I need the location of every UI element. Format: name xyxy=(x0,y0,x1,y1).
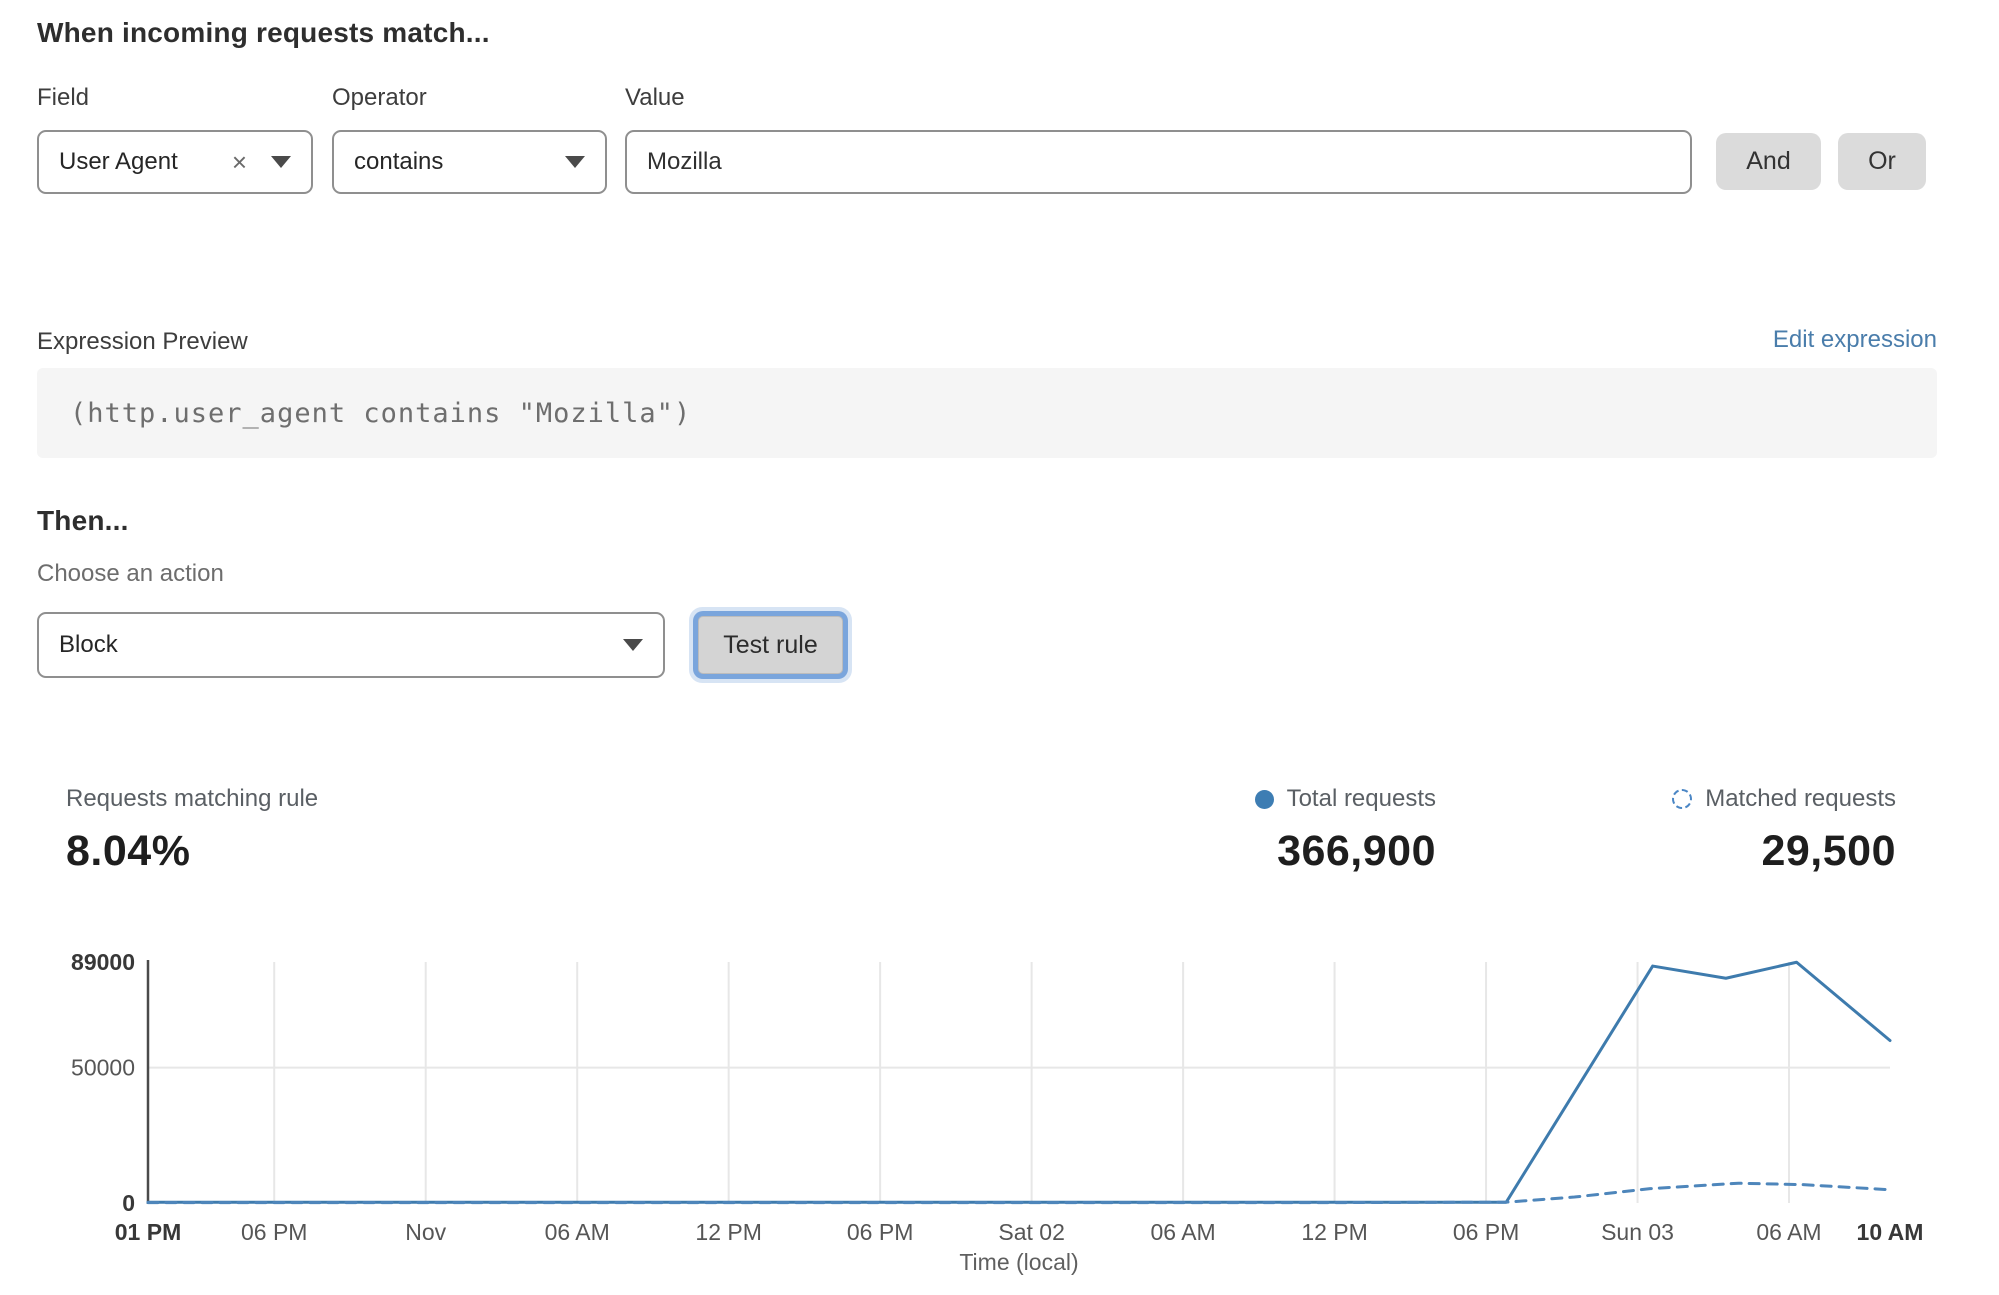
field-label: Field xyxy=(37,84,90,111)
edit-expression-link[interactable]: Edit expression xyxy=(1772,326,1937,353)
chevron-down-icon xyxy=(271,156,291,168)
svg-text:01 PM: 01 PM xyxy=(115,1219,181,1245)
operator-select-value: contains xyxy=(354,148,444,175)
total-requests-stat: Total requests 366,900 xyxy=(1254,785,1436,876)
total-requests-legend-icon xyxy=(1254,789,1274,809)
chevron-down-icon xyxy=(565,156,585,168)
chevron-down-icon xyxy=(623,639,643,651)
action-select-value: Block xyxy=(59,631,118,658)
field-select[interactable]: User Agent × xyxy=(37,130,313,194)
svg-text:06 AM: 06 AM xyxy=(1150,1219,1215,1245)
requests-matching-label: Requests matching rule xyxy=(66,785,319,812)
svg-text:0: 0 xyxy=(122,1190,135,1216)
svg-text:06 AM: 06 AM xyxy=(545,1219,610,1245)
value-input[interactable] xyxy=(625,130,1692,194)
value-label: Value xyxy=(625,84,685,111)
match-section-title: When incoming requests match... xyxy=(37,17,490,48)
svg-text:10 AM: 10 AM xyxy=(1857,1219,1924,1245)
requests-matching-stat: Requests matching rule 8.04% xyxy=(66,785,318,876)
total-requests-value: 366,900 xyxy=(1277,827,1436,875)
svg-text:Time (local): Time (local) xyxy=(959,1249,1078,1275)
action-select[interactable]: Block xyxy=(37,612,665,678)
matched-requests-legend-icon xyxy=(1672,789,1693,809)
operator-select[interactable]: contains xyxy=(332,130,607,194)
clear-field-icon[interactable]: × xyxy=(231,147,247,177)
svg-text:89000: 89000 xyxy=(71,949,135,975)
and-button[interactable]: And xyxy=(1716,133,1821,190)
expression-code: (http.user_agent contains "Mozilla") xyxy=(70,397,692,429)
requests-line-chart: 0 50000 89000 01 PM 06 PM Nov 06 AM 12 PM 06 PM S… xyxy=(71,949,1924,1275)
svg-text:06 PM: 06 PM xyxy=(847,1219,913,1245)
svg-text:50000: 50000 xyxy=(71,1055,135,1081)
choose-action-label: Choose an action xyxy=(37,560,224,587)
svg-text:06 AM: 06 AM xyxy=(1756,1219,1821,1245)
matched-requests-stat: Matched requests 29,500 xyxy=(1672,785,1896,876)
total-requests-label: Total requests xyxy=(1286,785,1436,812)
matched-requests-value: 29,500 xyxy=(1761,827,1896,875)
svg-text:06 PM: 06 PM xyxy=(241,1219,307,1245)
operator-label: Operator xyxy=(332,84,427,111)
or-button[interactable]: Or xyxy=(1838,133,1926,190)
then-section-title: Then... xyxy=(37,505,129,536)
requests-matching-value: 8.04% xyxy=(66,827,191,875)
svg-text:06 PM: 06 PM xyxy=(1453,1219,1519,1245)
expression-code-block: (http.user_agent contains "Mozilla") xyxy=(37,368,1937,458)
svg-text:Sat 02: Sat 02 xyxy=(998,1219,1065,1245)
test-rule-button[interactable]: Test rule xyxy=(698,616,843,674)
field-select-value: User Agent xyxy=(59,148,178,175)
svg-text:12 PM: 12 PM xyxy=(1301,1219,1367,1245)
svg-text:Sun 03: Sun 03 xyxy=(1601,1219,1674,1245)
matched-requests-label: Matched requests xyxy=(1705,785,1896,812)
expression-preview-label: Expression Preview xyxy=(37,328,248,355)
svg-text:Nov: Nov xyxy=(405,1219,446,1245)
svg-text:12 PM: 12 PM xyxy=(695,1219,761,1245)
